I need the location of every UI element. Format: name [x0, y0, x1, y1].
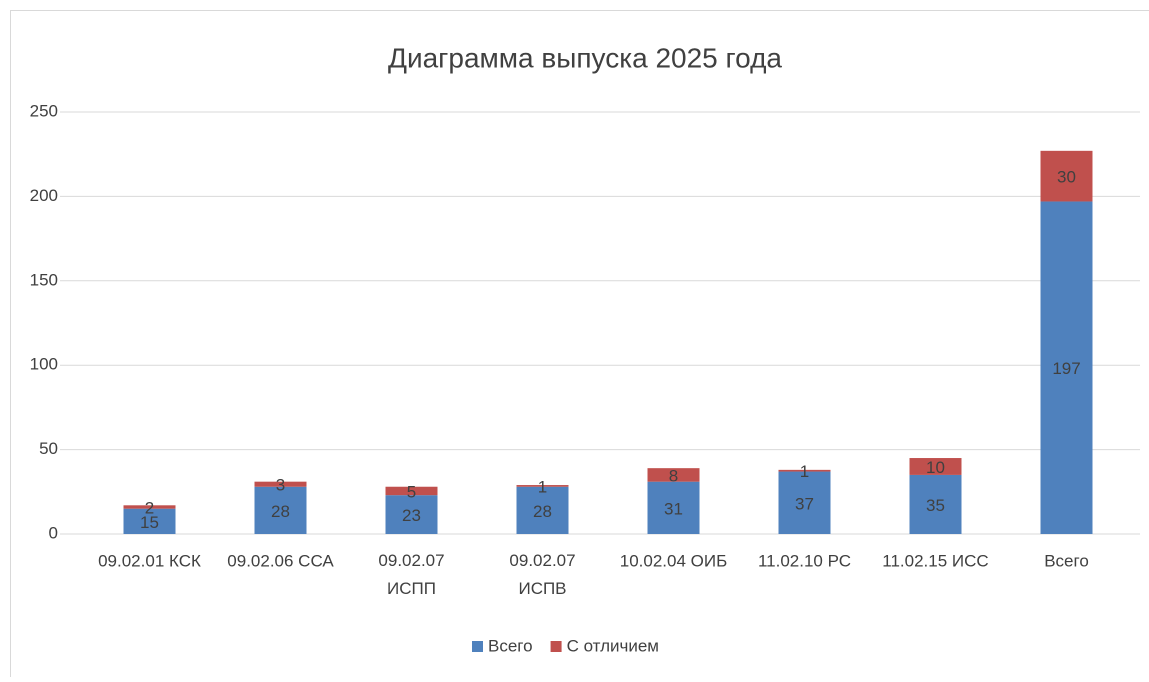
data-label: 10	[926, 458, 945, 477]
data-label: 5	[407, 482, 416, 501]
x-tick-label: 11.02.15 ИСС	[882, 551, 988, 570]
y-tick-label: 100	[30, 355, 58, 374]
data-label: 2	[145, 498, 154, 517]
data-label: 37	[795, 494, 814, 513]
chart-title: Диаграмма выпуска 2025 года	[388, 42, 782, 73]
legend-swatch	[472, 641, 483, 652]
y-tick-label: 250	[30, 101, 58, 120]
x-tick-label: 11.02.10 РС	[758, 551, 851, 570]
y-tick-label: 50	[39, 439, 58, 458]
chart-frame	[11, 11, 1149, 678]
data-label: 23	[402, 506, 421, 525]
data-label: 28	[271, 502, 290, 521]
data-label: 28	[533, 502, 552, 521]
legend-label: С отличием	[567, 636, 659, 655]
data-label: 8	[669, 466, 678, 485]
y-tick-label: 150	[30, 270, 58, 289]
data-label: 3	[276, 476, 285, 495]
legend-label: Всего	[488, 636, 533, 655]
x-tick-label: 09.02.01 КСК	[98, 551, 201, 570]
data-label: 197	[1052, 359, 1080, 378]
data-label: 35	[926, 496, 945, 515]
data-label: 30	[1057, 168, 1076, 187]
x-tick-label: Всего	[1044, 551, 1089, 570]
x-tick-label: 09.02.06 ССА	[227, 551, 334, 570]
data-label: 1	[800, 462, 809, 481]
y-tick-label: 0	[49, 523, 58, 542]
data-label: 1	[538, 477, 547, 496]
data-label: 31	[664, 499, 683, 518]
y-tick-label: 200	[30, 186, 58, 205]
x-tick-label: 10.02.04 ОИБ	[620, 551, 728, 570]
legend-swatch	[551, 641, 562, 652]
